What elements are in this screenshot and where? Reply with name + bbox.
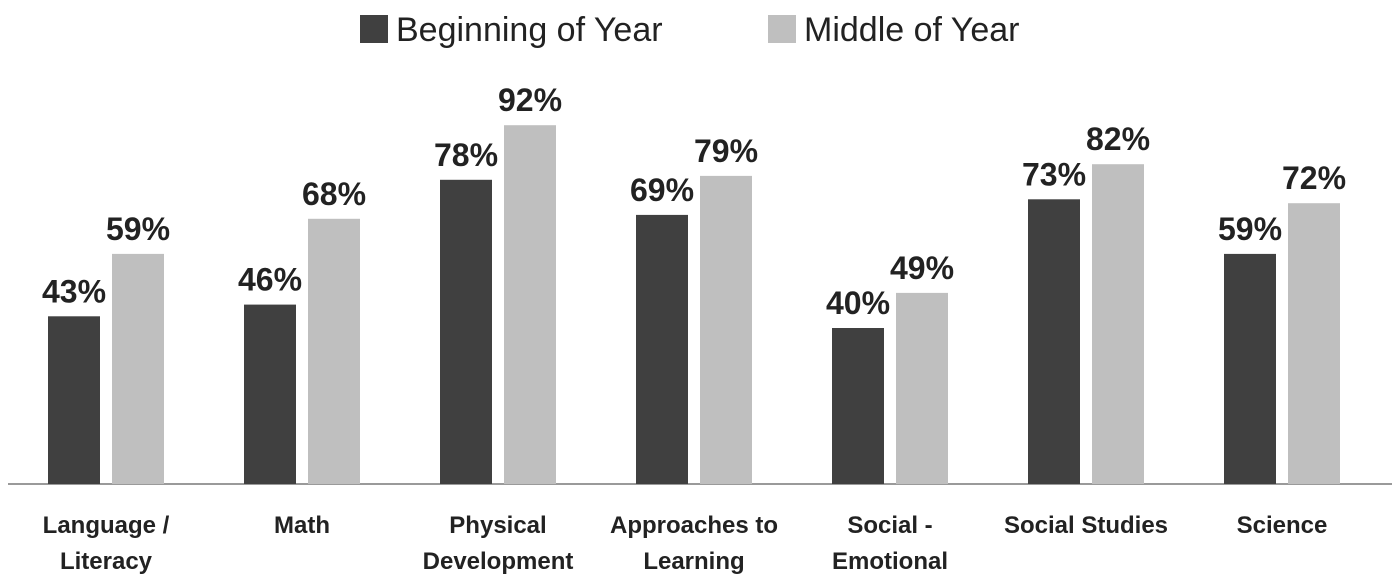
value-label: 68% (302, 176, 366, 212)
bar (1288, 203, 1340, 484)
value-label: 43% (42, 273, 106, 309)
value-label: 72% (1282, 160, 1346, 196)
value-label: 78% (434, 137, 498, 173)
x-tick-label: Social Studies (1003, 512, 1169, 539)
value-label: 40% (826, 285, 890, 321)
legend-swatch (768, 15, 796, 43)
bar (308, 218, 360, 485)
value-label: 82% (1086, 121, 1150, 157)
legend-swatch (360, 15, 388, 43)
bar (440, 179, 492, 485)
value-label: 59% (106, 211, 170, 247)
value-label: 46% (238, 262, 302, 298)
value-label: 59% (1218, 211, 1282, 247)
x-tick-label: Math (274, 512, 330, 539)
bar (700, 175, 752, 484)
bar (1028, 199, 1080, 485)
x-tick-label: Science (1236, 512, 1328, 539)
x-tick-label: Physical Development (422, 512, 574, 575)
x-tick-label: Language / Literacy (42, 512, 170, 575)
value-label: 69% (630, 172, 694, 208)
value-label: 92% (498, 82, 562, 118)
bar (636, 214, 688, 484)
bar (1092, 164, 1144, 484)
bar (112, 253, 164, 484)
value-label: 49% (890, 250, 954, 286)
bar (48, 316, 100, 484)
value-label: 73% (1022, 156, 1086, 192)
bar (896, 292, 948, 484)
x-tick-label: Social - Emotional (831, 512, 948, 575)
x-tick-label: Approaches to Learning (609, 512, 779, 575)
value-label: 79% (694, 133, 758, 169)
bar (832, 328, 884, 484)
bar (1224, 253, 1276, 484)
legend-label: Beginning of Year (396, 11, 663, 49)
bar (504, 125, 556, 484)
legend-label: Middle of Year (804, 11, 1020, 49)
bar (244, 304, 296, 484)
